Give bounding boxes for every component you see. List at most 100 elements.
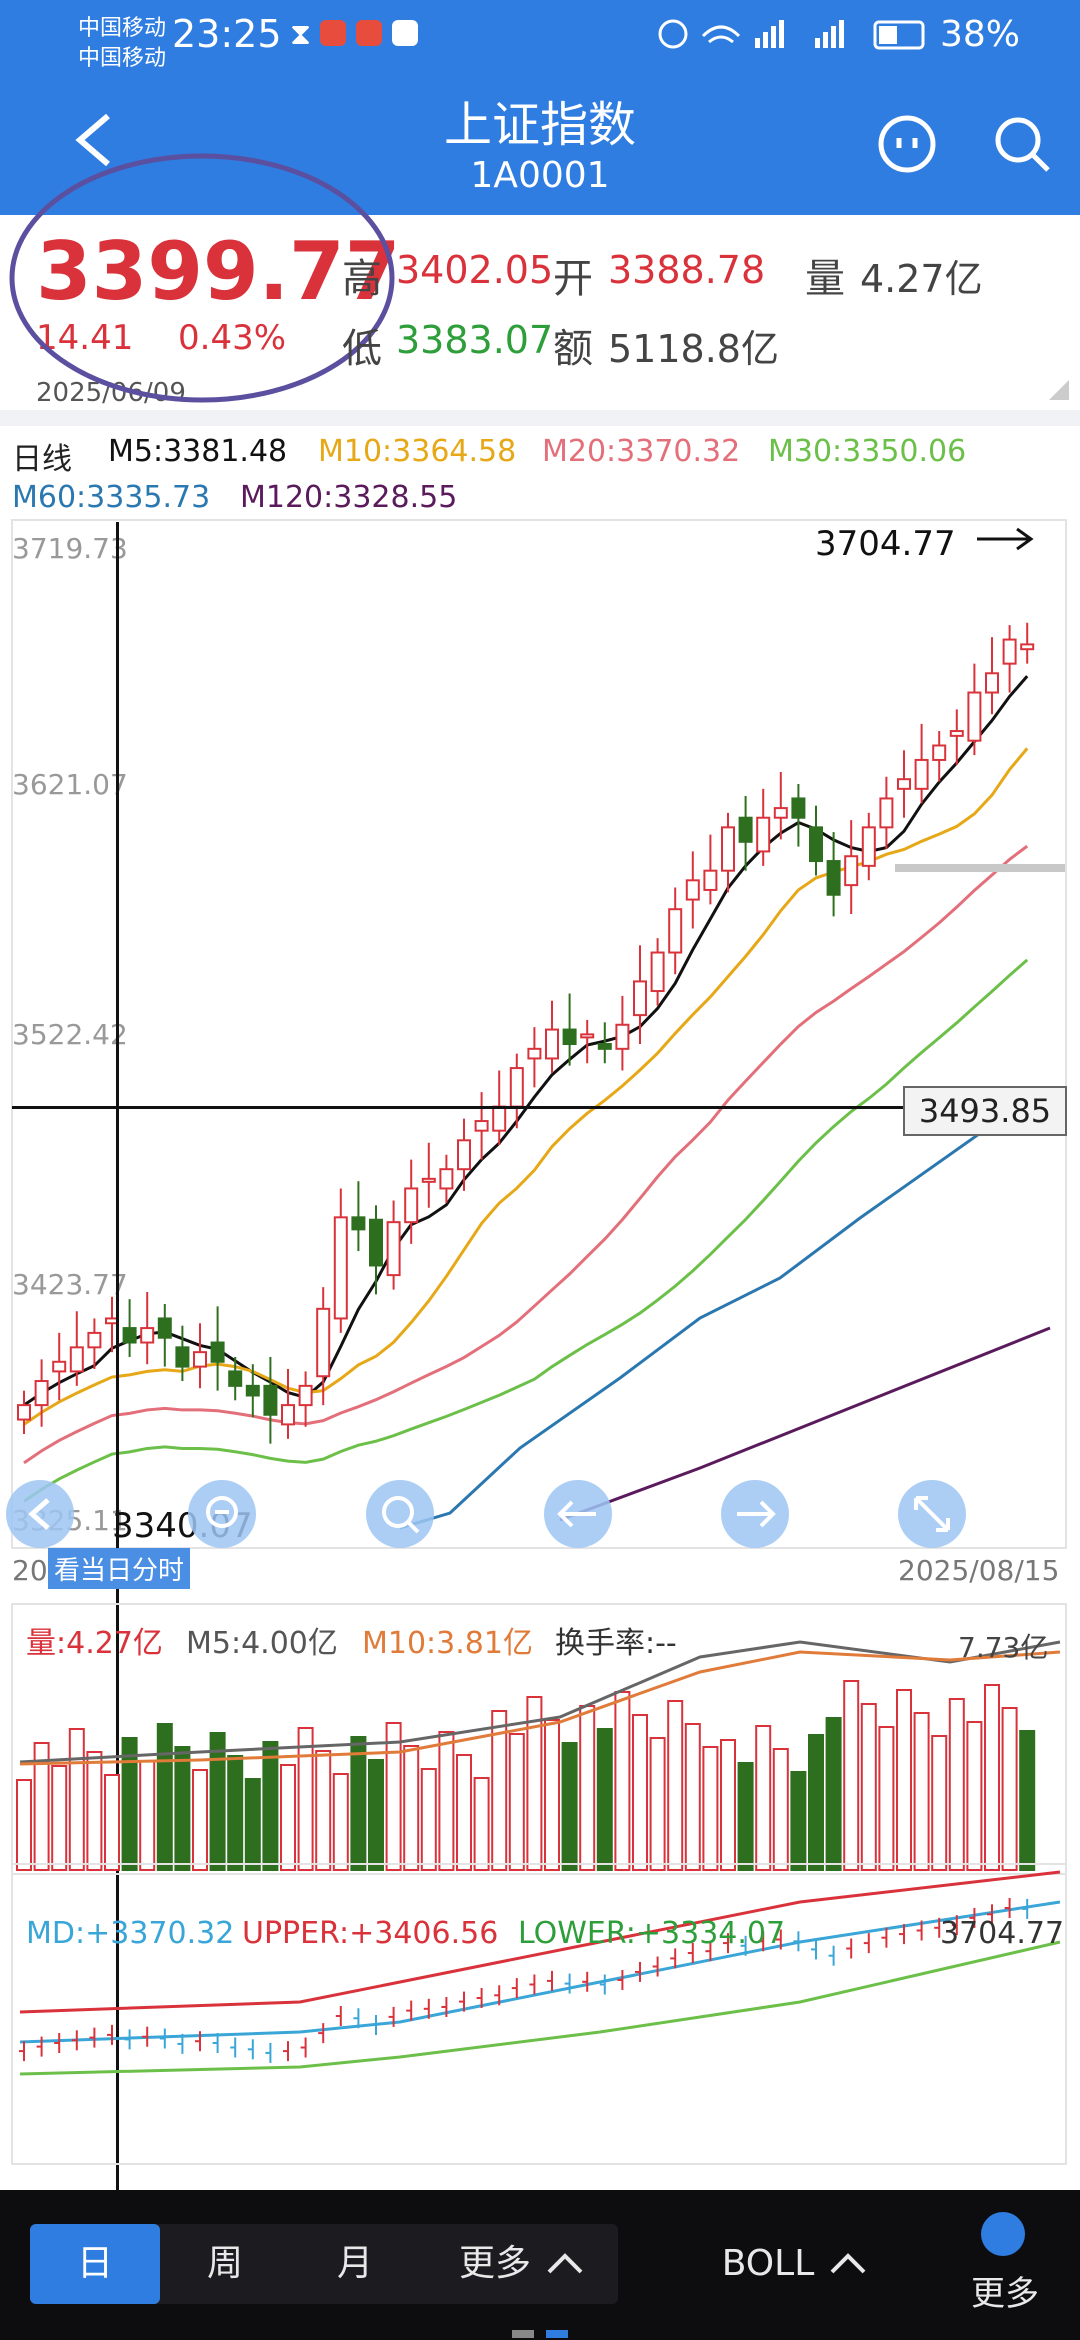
page-title: 上证指数	[443, 97, 636, 153]
crosshair-vertical	[116, 522, 119, 2202]
volume-bar	[297, 1727, 314, 1871]
volume-bar	[209, 1732, 226, 1871]
volume-bar	[16, 1779, 32, 1871]
candle-body	[844, 855, 859, 887]
candle-body	[157, 1317, 172, 1339]
candle-body	[404, 1187, 419, 1224]
volume-bar	[649, 1737, 666, 1871]
ma-line-5	[23, 675, 1029, 1407]
tab-month[interactable]: 月	[336, 2243, 373, 2284]
boll-lower-legend: LOWER:+3334.07	[518, 1916, 786, 1951]
volume-bar	[579, 1705, 596, 1871]
volume-bar	[332, 1773, 349, 1871]
app-icon-2	[356, 20, 382, 46]
ma60-legend: M60:3335.73	[12, 480, 211, 515]
candle-body	[386, 1221, 401, 1277]
candle-body	[34, 1380, 49, 1407]
back-arrow-icon	[75, 113, 110, 167]
volume-bar	[491, 1710, 508, 1871]
ma-line-60	[399, 1096, 1031, 1530]
candle-body	[861, 826, 876, 867]
volume-bar	[51, 1765, 68, 1871]
candle-body	[457, 1139, 471, 1171]
candle-body	[210, 1341, 225, 1363]
ma10-legend: M10:3364.58	[318, 434, 517, 469]
zoom-in-button	[366, 1480, 434, 1548]
candle-body	[597, 1043, 612, 1050]
volume-bar	[280, 1764, 296, 1871]
turnover-legend: 换手率:--	[555, 1626, 677, 1661]
hourglass-icon: ⧗	[290, 17, 311, 52]
candle-body	[897, 778, 911, 790]
volume-bar	[632, 1714, 648, 1871]
candle-body	[685, 879, 700, 901]
volume-bar	[561, 1742, 578, 1871]
volume-bar	[368, 1759, 384, 1871]
carrier-label-2: 中国移动	[78, 46, 167, 71]
candle-body	[369, 1218, 383, 1267]
status-icons-right	[658, 19, 925, 50]
volume-bar	[860, 1703, 877, 1871]
candle-body	[193, 1351, 207, 1368]
volume-ma10-line	[19, 1650, 1061, 1766]
crosshair-price-label: 3493.85	[903, 1086, 1067, 1136]
volume-bar	[966, 1721, 983, 1871]
highlight-circle	[9, 153, 395, 403]
search-button[interactable]	[990, 112, 1054, 176]
candle-body	[245, 1384, 260, 1397]
ma-line-30	[23, 958, 1029, 1503]
indicator-selector[interactable]: BOLL	[721, 2243, 815, 2284]
candle-body	[69, 1346, 84, 1373]
volume-legend: 量:4.27亿	[26, 1626, 163, 1661]
tab-day[interactable]: 日	[30, 2224, 160, 2304]
stock-code: 1A0001	[470, 155, 610, 196]
volume-bar	[684, 1723, 701, 1871]
chat-button[interactable]	[875, 112, 939, 176]
volume-bar	[720, 1739, 736, 1871]
candle-body	[228, 1370, 243, 1387]
ma30-legend: M30:3350.06	[768, 434, 967, 469]
volume-bar	[790, 1771, 807, 1871]
volume-bar	[262, 1741, 279, 1871]
volume-m5-legend: M5:4.00亿	[186, 1626, 338, 1661]
candle-body	[439, 1168, 454, 1190]
battery-percent: 38%	[940, 14, 1021, 55]
candle-body	[492, 1105, 507, 1132]
x-end-date: 2025/08/15	[898, 1554, 1060, 1587]
more-menu-label[interactable]: 更多	[971, 2274, 1039, 2314]
tab-more[interactable]: 更多	[458, 2243, 531, 2284]
volume-bar	[139, 1760, 156, 1871]
search-icon	[995, 117, 1041, 163]
candle-body	[985, 672, 999, 694]
y-tick-4: 3423.77	[12, 1268, 128, 1301]
candle-body	[545, 1028, 559, 1060]
volume-bar	[526, 1696, 543, 1871]
candle-body	[773, 807, 788, 819]
volume-bar	[896, 1689, 912, 1871]
kline-chart[interactable]	[0, 518, 1080, 1598]
candle-body	[87, 1331, 102, 1349]
expand-corner-icon[interactable]	[1045, 378, 1073, 402]
amount-value: 5118.8亿	[608, 327, 779, 371]
volume-bar	[315, 1750, 332, 1871]
max-arrow-icon	[977, 527, 1034, 551]
candle-body	[826, 860, 841, 896]
tab-week[interactable]: 周	[206, 2243, 243, 2284]
volume-bar	[403, 1745, 420, 1871]
volume-bar	[473, 1777, 490, 1871]
candle-body	[333, 1216, 348, 1320]
candle-body	[562, 1028, 577, 1046]
day-detail-button[interactable]: 看当日分时	[48, 1548, 191, 1589]
high-value: 3402.05	[396, 248, 554, 292]
candle-body	[809, 826, 823, 863]
volume-bar	[104, 1774, 120, 1871]
volume-bar	[438, 1731, 455, 1871]
volume-bar	[192, 1769, 208, 1871]
boll-lower-line	[19, 1940, 1061, 2076]
more-menu-icon[interactable]	[975, 2206, 1031, 2262]
candle-body	[351, 1216, 366, 1231]
volume-bar	[86, 1751, 103, 1871]
back-button[interactable]	[70, 110, 120, 170]
volume-chart	[11, 1603, 1067, 1875]
quote-panel	[0, 215, 1080, 410]
